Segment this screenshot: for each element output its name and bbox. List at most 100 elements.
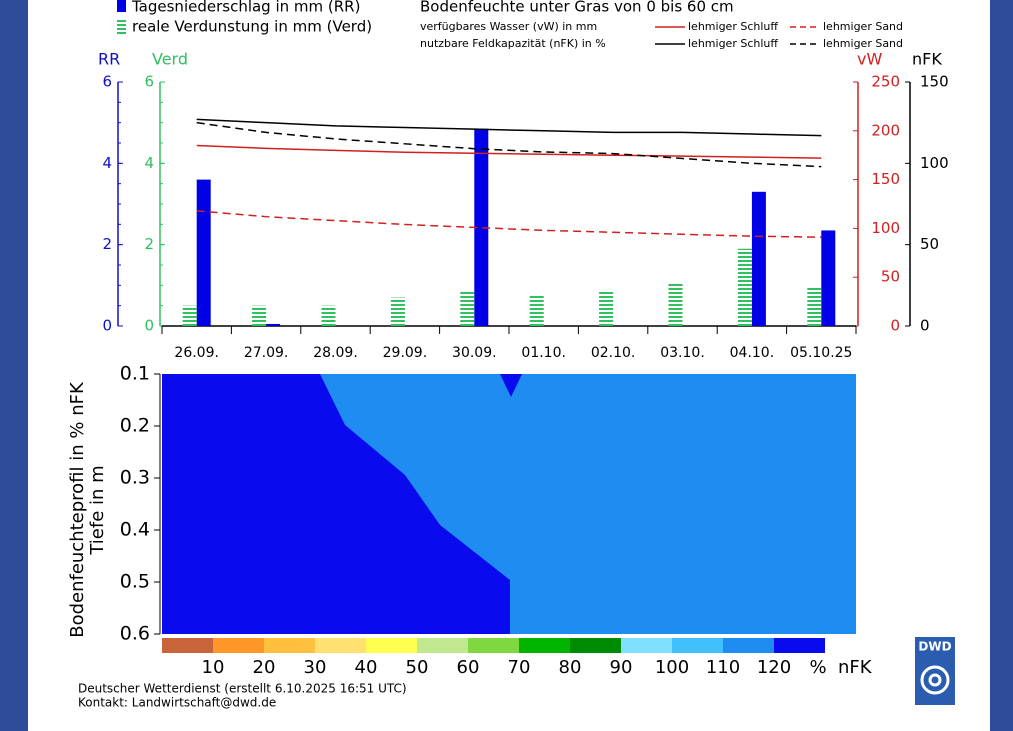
colorbar-label: 120 xyxy=(757,657,791,678)
y-tick-label: 100 xyxy=(920,154,949,172)
y-tick-label: 100 xyxy=(871,219,900,237)
bar xyxy=(474,128,489,326)
colorbar-swatch xyxy=(570,638,621,653)
colorbar-swatch xyxy=(366,638,417,653)
x-tick-label: 30.09. xyxy=(452,345,497,361)
axis-title: Verd xyxy=(152,50,188,69)
logo-icon xyxy=(928,673,942,687)
colorbar-swatch xyxy=(315,638,366,653)
x-tick-label: 03.10. xyxy=(660,345,705,361)
contour-region xyxy=(500,374,522,397)
y-tick-label: 200 xyxy=(871,121,900,139)
line xyxy=(196,121,822,168)
bar xyxy=(751,191,766,326)
bar xyxy=(737,248,752,326)
bar xyxy=(266,323,281,326)
colorbar-label: 90 xyxy=(610,657,633,678)
colorbar-swatch xyxy=(774,638,825,653)
colorbar-swatch xyxy=(162,638,213,653)
y-tick-label: 50 xyxy=(920,235,939,253)
line xyxy=(196,210,822,238)
y-tick-label: 0.6 xyxy=(120,623,150,645)
x-tick-label: 01.10. xyxy=(521,345,566,361)
legend-label: reale Verdunstung in mm (Verd) xyxy=(132,18,372,36)
y-tick-label: 4 xyxy=(144,154,154,172)
bar xyxy=(390,297,405,326)
y-tick-label: 0.5 xyxy=(120,571,150,593)
y-tick-label: 2 xyxy=(102,235,112,253)
y-tick-label: 4 xyxy=(102,154,112,172)
x-tick-label: 28.09. xyxy=(313,345,358,361)
legend-swatch xyxy=(117,20,126,34)
colorbar-label: 110 xyxy=(706,657,740,678)
colorbar-label: 50 xyxy=(406,657,429,678)
legend-swatch xyxy=(117,0,126,12)
x-tick-label: 04.10. xyxy=(730,345,775,361)
x-tick-label: 02.10. xyxy=(591,345,636,361)
legend-label: lehmiger Schluff xyxy=(688,37,778,50)
y-axis-title: Tiefe in m xyxy=(87,465,108,555)
colorbar-label: 100 xyxy=(655,657,689,678)
y-tick-label: 0.4 xyxy=(120,519,150,541)
axis-title: vW xyxy=(857,50,882,69)
colorbar-swatch xyxy=(213,638,264,653)
colorbar-swatch xyxy=(723,638,774,653)
x-tick-label: 27.09. xyxy=(244,345,289,361)
bar xyxy=(182,305,197,326)
y-tick-label: 0 xyxy=(920,317,930,335)
footer: Deutscher Wetterdienst (erstellt 6.10.20… xyxy=(78,682,407,696)
x-tick-label: 26.09. xyxy=(174,345,219,361)
colorbar-label: 80 xyxy=(559,657,582,678)
bar xyxy=(460,291,475,326)
logo-text: DWD xyxy=(918,640,951,654)
legend-label: lehmiger Sand xyxy=(823,37,903,50)
line xyxy=(196,144,822,159)
colorbar-swatch xyxy=(264,638,315,653)
legend-label: lehmiger Schluff xyxy=(688,20,778,33)
footer: Kontakt: Landwirtschaft@dwd.de xyxy=(78,696,276,710)
y-tick-label: 0 xyxy=(890,317,900,335)
y-tick-label: 0.2 xyxy=(120,415,150,437)
bar xyxy=(807,287,822,326)
legend-label: Tagesniederschlag in mm (RR) xyxy=(131,0,360,16)
y-tick-label: 0.3 xyxy=(120,467,150,489)
y-tick-label: 250 xyxy=(871,73,900,91)
colorbar-swatch xyxy=(417,638,468,653)
colorbar-label: 60 xyxy=(457,657,480,678)
x-tick-label: 05.10.25 xyxy=(790,345,852,361)
bar xyxy=(529,295,544,326)
colorbar-unit: nFK xyxy=(838,657,873,678)
y-tick-label: 0.1 xyxy=(120,363,150,385)
colorbar-swatch xyxy=(672,638,723,653)
colorbar-label: 10 xyxy=(202,657,225,678)
colorbar-label: 20 xyxy=(253,657,276,678)
colorbar-swatch xyxy=(519,638,570,653)
y-tick-label: 6 xyxy=(102,73,112,91)
bar xyxy=(668,283,683,326)
colorbar-label: 40 xyxy=(355,657,378,678)
legend-group: nutzbare Feldkapazität (nFK) in % xyxy=(420,37,606,50)
chart-title: Bodenfeuchte unter Gras von 0 bis 60 cm xyxy=(420,0,734,16)
bar xyxy=(252,305,267,326)
y-tick-label: 50 xyxy=(881,268,900,286)
y-axis-title: Bodenfeuchteprofil in % nFK xyxy=(67,381,88,638)
bar xyxy=(599,291,614,326)
x-tick-label: 29.09. xyxy=(383,345,428,361)
y-tick-label: 150 xyxy=(871,170,900,188)
y-tick-label: 2 xyxy=(144,235,154,253)
legend-group: verfügbares Wasser (vW) in mm xyxy=(420,20,597,33)
colorbar-unit: % xyxy=(809,657,826,678)
y-tick-label: 0 xyxy=(102,317,112,335)
bar xyxy=(321,305,336,326)
y-tick-label: 0 xyxy=(144,317,154,335)
contour-region xyxy=(162,374,510,634)
line xyxy=(196,118,822,137)
bar xyxy=(196,179,211,326)
y-tick-label: 150 xyxy=(920,73,949,91)
axis-title: nFK xyxy=(912,50,942,69)
y-tick-label: 6 xyxy=(144,73,154,91)
colorbar-swatch xyxy=(468,638,519,653)
colorbar-label: 30 xyxy=(304,657,327,678)
